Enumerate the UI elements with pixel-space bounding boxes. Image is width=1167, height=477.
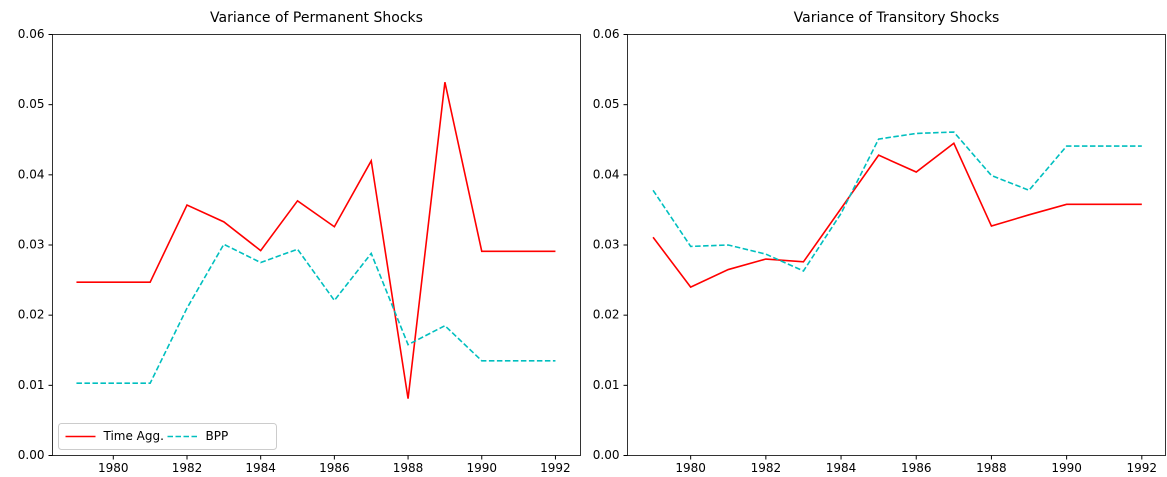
y-tick-label: 0.00 [18, 448, 45, 462]
series-line [76, 82, 556, 399]
x-tick-label: 1982 [172, 461, 203, 475]
y-tick-label: 0.04 [593, 167, 620, 181]
series-line [76, 243, 556, 385]
series-line [652, 142, 1142, 289]
y-tick-label: 0.06 [593, 27, 620, 41]
x-tick-label: 1980 [675, 461, 706, 475]
x-tick-label: 1990 [466, 461, 497, 475]
y-tick-label: 0.04 [18, 167, 45, 181]
x-tick-label: 1988 [393, 461, 424, 475]
x-tick-label: 1986 [901, 461, 932, 475]
x-tick-label: 1984 [826, 461, 857, 475]
chart-title: Variance of Transitory Shocks [794, 10, 1000, 26]
x-tick-label: 1988 [976, 461, 1007, 475]
axes-frame [627, 34, 1166, 456]
y-tick-label: 0.05 [593, 97, 620, 111]
y-tick-label: 0.01 [593, 378, 620, 392]
legend-label: BPP [206, 429, 229, 443]
y-tick-label: 0.03 [18, 238, 45, 252]
y-tick-label: 0.03 [593, 238, 620, 252]
x-tick-label: 1992 [1127, 461, 1158, 475]
x-tick-label: 1982 [751, 461, 782, 475]
series-line [652, 131, 1142, 272]
x-tick-label: 1992 [540, 461, 571, 475]
legend-label: Time Agg. [103, 429, 164, 443]
x-tick-label: 1986 [319, 461, 350, 475]
y-tick-label: 0.02 [593, 308, 620, 322]
y-tick-label: 0.06 [18, 27, 45, 41]
y-tick-label: 0.05 [18, 97, 45, 111]
y-tick-label: 0.00 [593, 448, 620, 462]
x-tick-label: 1980 [98, 461, 129, 475]
axes-frame [52, 34, 581, 456]
chart-title: Variance of Permanent Shocks [210, 10, 423, 26]
y-tick-label: 0.01 [18, 378, 45, 392]
x-tick-label: 1984 [245, 461, 276, 475]
y-tick-label: 0.02 [18, 308, 45, 322]
x-tick-label: 1990 [1051, 461, 1082, 475]
